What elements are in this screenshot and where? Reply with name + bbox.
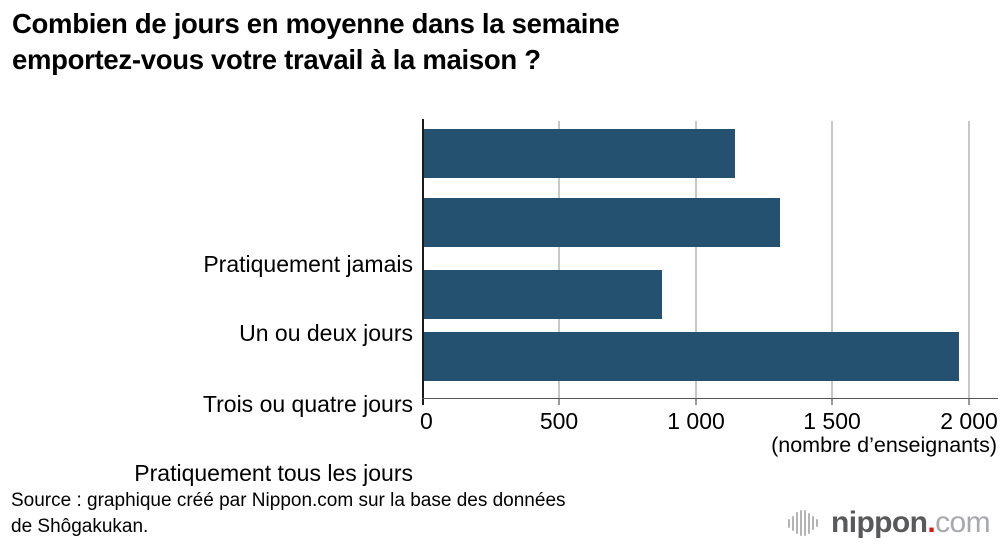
gridline-1000 [695,121,697,398]
source-note-line-2: de Shôgakukan. [11,516,149,537]
category-label: Pratiquement tous les jours [134,460,413,486]
bar-trois-ou-quatre-jours [424,270,662,319]
category-label: Trois ou quatre jours [202,391,413,417]
bar-chart: Pratiquement jamais Un ou deux jours Tro… [0,110,1000,485]
page-title: Combien de jours en moyenne dans la sema… [12,6,972,78]
gridline-1500 [831,121,833,398]
tick-label-0: 0 [420,408,433,434]
tick-label-1000: 1 000 [667,408,725,434]
page-title-line-2: emportez-vous votre travail à la maison … [12,44,541,75]
nippon-com-logo: nippon.com [788,505,991,541]
logo-dot: . [927,506,936,539]
logo-name: nippon [831,506,928,539]
gridline-500 [558,121,560,398]
tick-mark-1000 [695,399,697,405]
logo-wordmark: nippon.com [831,506,991,539]
category-label: Un ou deux jours [239,320,413,346]
tick-label-2000: 2 000 [940,408,998,434]
value-axis-baseline [422,398,998,399]
source-note-line-1: Source : graphique créé par Nippon.com s… [11,490,566,511]
bar-pratiquement-jamais [424,129,735,178]
tick-mark-0 [422,399,424,405]
bar-pratiquement-tous-les-jours [424,332,959,381]
bar-un-ou-deux-jours [424,198,780,247]
value-axis-line [422,119,424,398]
category-label: Pratiquement jamais [203,251,413,277]
tick-mark-1500 [831,399,833,405]
value-axis-caption: (nombre d’enseignants) [771,433,997,457]
tick-mark-2000 [968,399,970,405]
sound-wave-icon [788,510,820,536]
tick-label-500: 500 [539,408,579,434]
page-title-line-1: Combien de jours en moyenne dans la sema… [12,8,620,39]
gridline-2000 [968,121,970,398]
source-note: Source : graphique créé par Nippon.com s… [11,488,566,540]
tick-mark-500 [558,399,560,405]
logo-tld: com [935,506,990,539]
tick-label-1500: 1 500 [803,408,861,434]
plot-area: 0 500 1 000 1 500 2 000 [420,110,1000,434]
category-axis-labels: Pratiquement jamais Un ou deux jours Tro… [0,110,413,485]
